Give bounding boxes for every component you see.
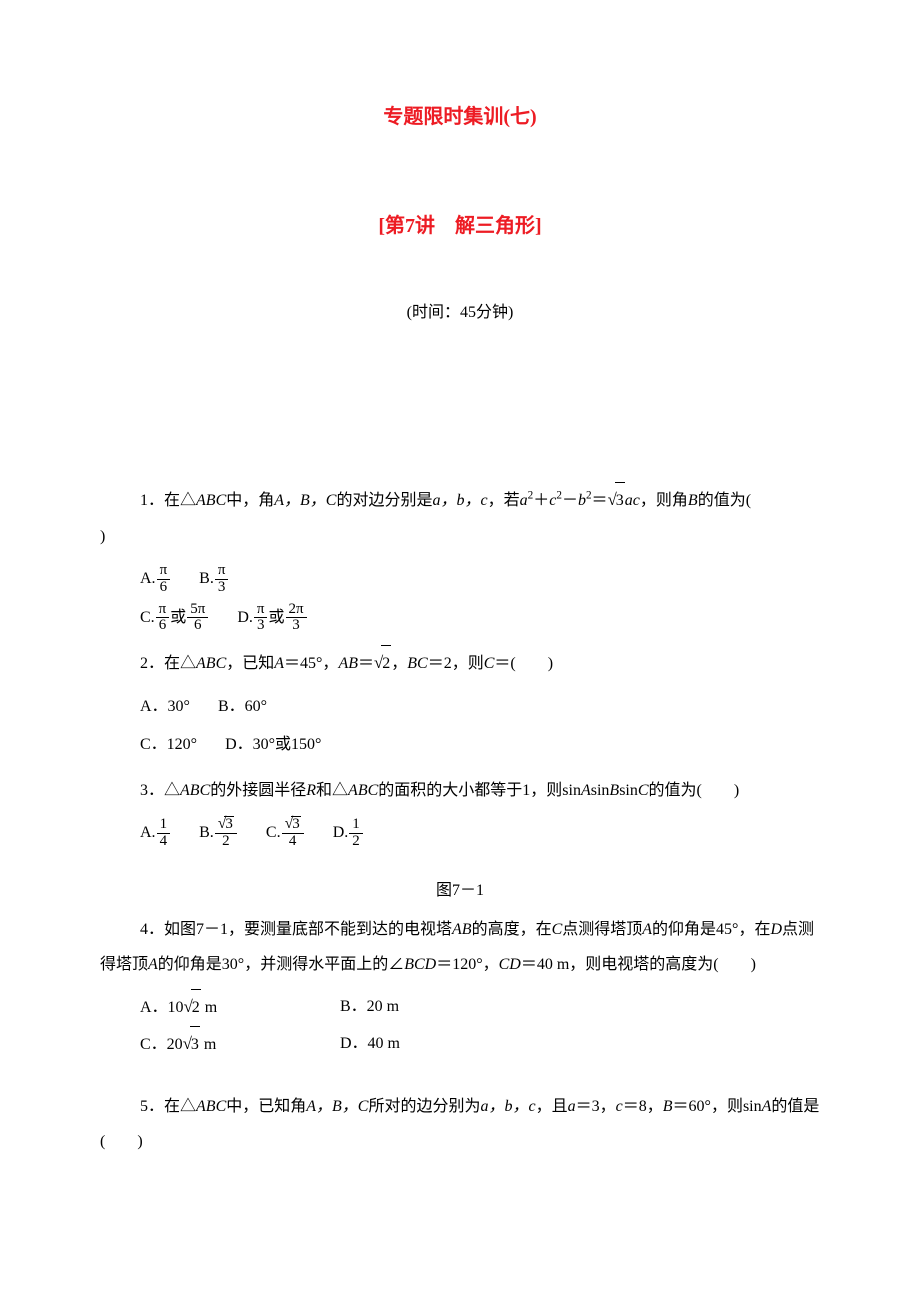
question-3: 3．△ABC的外接圆半径R和△ABC的面积的大小都等于1，则sinAsinBsi…: [100, 773, 820, 853]
q2-options-row1: A．30° B．60°: [140, 688, 820, 726]
q1-options-row1: A.π6 B.π3: [140, 560, 820, 598]
question-4: 4．如图7－1，要测量底部不能到达的电视塔AB的高度，在C点测得塔顶A的仰角是4…: [100, 912, 820, 1062]
question-2: 2．在△ABC，已知A＝45°，AB＝2，BC＝2，则C＝( ) A．30° B…: [100, 645, 820, 765]
q3-stem: 3．△ABC的外接圆半径R和△ABC的面积的大小都等于1，则sinAsinBsi…: [100, 773, 820, 808]
time-label: (时间：45分钟): [100, 298, 820, 322]
page-title: 专题限时集训(七): [100, 100, 820, 129]
q4-options: A．102 m B．20 m C．203 m D．40 m: [140, 989, 820, 1063]
figure-label: 图7－1: [100, 876, 820, 900]
q1-stem: 1．在△ABC中，角A，B，C的对边分别是a，b，c，若a2＋c2－b2＝3ac…: [100, 482, 820, 554]
q2-options-row2: C．120° D．30°或150°: [140, 726, 820, 764]
page-subtitle: [第7讲 解三角形]: [100, 209, 820, 238]
q1-options-row2: C.π6或5π6 D.π3或2π3: [140, 599, 820, 637]
q2-stem: 2．在△ABC，已知A＝45°，AB＝2，BC＝2，则C＝( ): [100, 645, 820, 682]
question-1: 1．在△ABC中，角A，B，C的对边分别是a，b，c，若a2＋c2－b2＝3ac…: [100, 482, 820, 637]
question-5: 5．在△ABC中，已知角A，B，C所对的边分别为a，b，c，且a＝3，c＝8，B…: [100, 1089, 820, 1159]
q4-stem: 4．如图7－1，要测量底部不能到达的电视塔AB的高度，在C点测得塔顶A的仰角是4…: [100, 912, 820, 982]
q3-options: A.14 B.32 C.34 D.12: [140, 814, 820, 852]
q5-stem: 5．在△ABC中，已知角A，B，C所对的边分别为a，b，c，且a＝3，c＝8，B…: [100, 1089, 820, 1159]
